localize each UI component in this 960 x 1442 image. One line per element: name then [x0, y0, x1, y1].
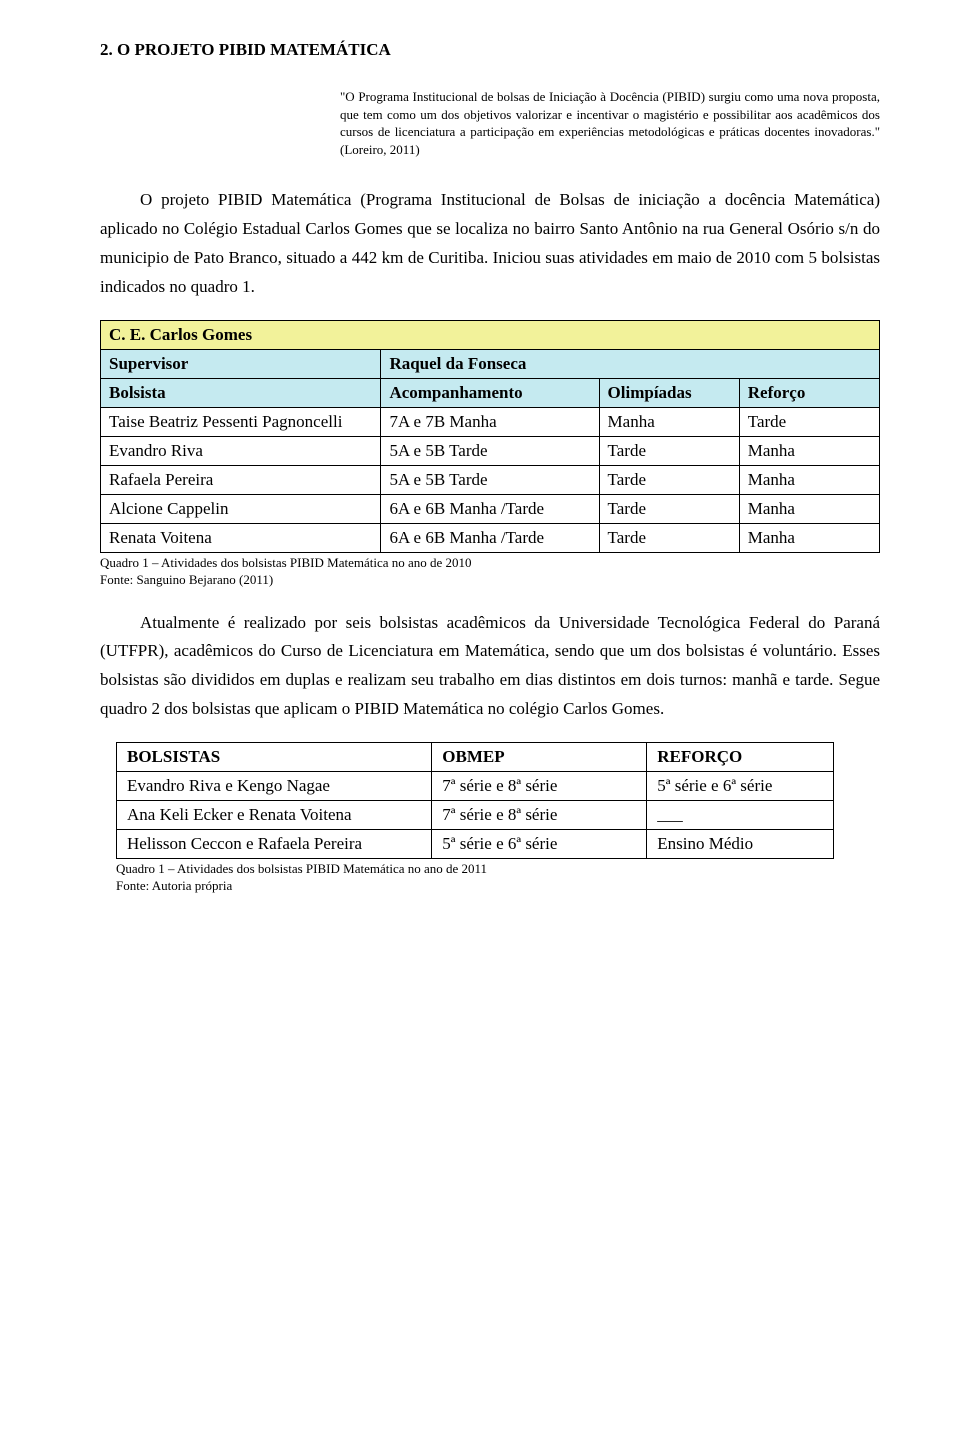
cell-acomp: 6A e 6B Manha /Tarde	[381, 523, 599, 552]
cell-name: Rafaela Pereira	[101, 465, 381, 494]
caption-line: Quadro 1 – Atividades dos bolsistas PIBI…	[100, 555, 472, 570]
table-1-caption: Quadro 1 – Atividades dos bolsistas PIBI…	[100, 555, 880, 589]
cell-ref: Tarde	[739, 407, 879, 436]
cell-name: Alcione Cappelin	[101, 494, 381, 523]
caption-line: Quadro 1 – Atividades dos bolsistas PIBI…	[116, 861, 487, 876]
cell-olimp: Tarde	[599, 465, 739, 494]
table-row: Helisson Ceccon e Rafaela Pereira 5ª sér…	[117, 830, 834, 859]
table-row: Alcione Cappelin 6A e 6B Manha /Tarde Ta…	[101, 494, 880, 523]
caption-line: Fonte: Sanguino Bejarano (2011)	[100, 572, 273, 587]
cell-name: Evandro Riva e Kengo Nagae	[117, 772, 432, 801]
cell-obmep: 5ª série e 6ª série	[432, 830, 647, 859]
cell-acomp: 7A e 7B Manha	[381, 407, 599, 436]
table-2-header-col1: BOLSISTAS	[117, 743, 432, 772]
cell-name: Evandro Riva	[101, 436, 381, 465]
cell-ref: 5ª série e 6ª série	[647, 772, 833, 801]
cell-obmep: 7ª série e 8ª série	[432, 772, 647, 801]
cell-ref: Manha	[739, 465, 879, 494]
document-page: 2. O PROJETO PIBID MATEMÁTICA "O Program…	[0, 0, 960, 975]
cell-name: Renata Voitena	[101, 523, 381, 552]
cell-ref: Manha	[739, 523, 879, 552]
cell-ref: Manha	[739, 436, 879, 465]
table-2-header-col2: OBMEP	[432, 743, 647, 772]
cell-olimp: Tarde	[599, 523, 739, 552]
cell-acomp: 5A e 5B Tarde	[381, 436, 599, 465]
cell-olimp: Tarde	[599, 436, 739, 465]
cell-name: Ana Keli Ecker e Renata Voitena	[117, 801, 432, 830]
paragraph-1: O projeto PIBID Matemática (Programa Ins…	[100, 186, 880, 302]
cell-olimp: Tarde	[599, 494, 739, 523]
cell-olimp: Manha	[599, 407, 739, 436]
table-row: Taise Beatriz Pessenti Pagnoncelli 7A e …	[101, 407, 880, 436]
cell-name: Helisson Ceccon e Rafaela Pereira	[117, 830, 432, 859]
table-1-title-row: C. E. Carlos Gomes	[101, 320, 880, 349]
table-row: Ana Keli Ecker e Renata Voitena 7ª série…	[117, 801, 834, 830]
cell-acomp: 6A e 6B Manha /Tarde	[381, 494, 599, 523]
paragraph-2: Atualmente é realizado por seis bolsista…	[100, 609, 880, 725]
caption-line: Fonte: Autoria própria	[116, 878, 232, 893]
table-1-header-col4: Reforço	[739, 378, 879, 407]
cell-acomp: 5A e 5B Tarde	[381, 465, 599, 494]
table-1-supervisor-label: Supervisor	[101, 349, 381, 378]
table-1-header-row: Bolsista Acompanhamento Olimpíadas Refor…	[101, 378, 880, 407]
cell-obmep: 7ª série e 8ª série	[432, 801, 647, 830]
table-2-header-row: BOLSISTAS OBMEP REFORÇO	[117, 743, 834, 772]
table-2-header-col3: REFORÇO	[647, 743, 833, 772]
cell-name: Taise Beatriz Pessenti Pagnoncelli	[101, 407, 381, 436]
table-1-header-col2: Acompanhamento	[381, 378, 599, 407]
table-1: C. E. Carlos Gomes Supervisor Raquel da …	[100, 320, 880, 553]
table-1-header-col1: Bolsista	[101, 378, 381, 407]
table-1-supervisor-row: Supervisor Raquel da Fonseca	[101, 349, 880, 378]
cell-ref: Ensino Médio	[647, 830, 833, 859]
table-1-title: C. E. Carlos Gomes	[101, 320, 880, 349]
section-title: 2. O PROJETO PIBID MATEMÁTICA	[100, 40, 880, 60]
table-row: Renata Voitena 6A e 6B Manha /Tarde Tard…	[101, 523, 880, 552]
table-1-header-col3: Olimpíadas	[599, 378, 739, 407]
cell-ref: ___	[647, 801, 833, 830]
table-2-caption: Quadro 1 – Atividades dos bolsistas PIBI…	[116, 861, 880, 895]
table-row: Rafaela Pereira 5A e 5B Tarde Tarde Manh…	[101, 465, 880, 494]
table-row: Evandro Riva 5A e 5B Tarde Tarde Manha	[101, 436, 880, 465]
cell-ref: Manha	[739, 494, 879, 523]
table-1-supervisor-name: Raquel da Fonseca	[381, 349, 880, 378]
quote-block: "O Programa Institucional de bolsas de I…	[340, 88, 880, 158]
table-2: BOLSISTAS OBMEP REFORÇO Evandro Riva e K…	[116, 742, 834, 859]
table-row: Evandro Riva e Kengo Nagae 7ª série e 8ª…	[117, 772, 834, 801]
